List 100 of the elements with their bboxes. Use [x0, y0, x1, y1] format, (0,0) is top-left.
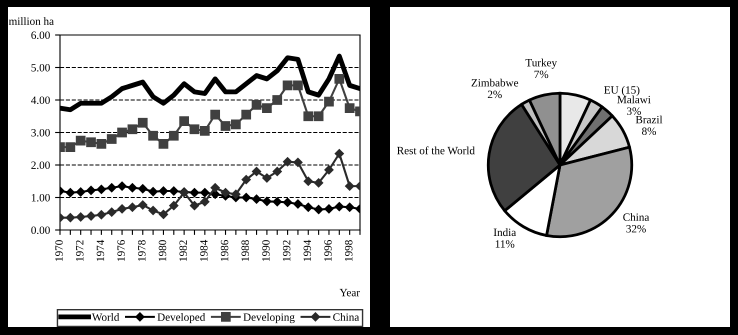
point: [324, 96, 334, 106]
point: [334, 202, 344, 212]
x-tick-label: 1986: [220, 240, 228, 261]
point: [148, 206, 158, 216]
y-tick-label: 6.00: [31, 31, 50, 40]
point: [210, 110, 220, 120]
point: [252, 100, 262, 110]
point: [304, 202, 313, 212]
slice-label: Turkey: [526, 58, 558, 69]
slice-label: Malawi: [617, 95, 651, 104]
point: [345, 202, 354, 212]
x-axis-title: Year: [340, 288, 360, 296]
point: [220, 121, 230, 131]
point: [282, 198, 292, 207]
x-tick-label: 1980: [158, 240, 166, 261]
point: [252, 194, 262, 204]
point: [200, 188, 210, 198]
y-tick-label: 3.00: [31, 128, 50, 137]
y-axis-title: million ha: [8, 17, 54, 25]
data-label: 8%: [642, 128, 656, 136]
point: [262, 196, 272, 206]
x-tick-label: 1976: [117, 240, 125, 261]
x-tick-label: 1978: [138, 240, 146, 261]
point: [334, 149, 344, 158]
point: [241, 110, 252, 120]
slice-label: EU (15): [604, 86, 640, 96]
point: [314, 178, 324, 188]
legend-label: Developing: [243, 313, 295, 324]
x-tick-label: 1994: [304, 240, 312, 261]
y-tick-label: 2.00: [31, 161, 50, 170]
point: [96, 139, 106, 149]
point: [66, 213, 75, 222]
y-tick-label: 1.00: [32, 194, 50, 202]
point: [190, 188, 200, 198]
point: [314, 111, 324, 122]
point: [158, 210, 168, 220]
x-tick-label: 1972: [76, 240, 84, 261]
slice-label: India: [494, 228, 516, 236]
point: [293, 80, 303, 90]
point: [128, 183, 138, 192]
x-tick-label: 1990: [262, 240, 270, 261]
point: [200, 126, 210, 136]
point: [117, 128, 127, 138]
data-label: 7%: [534, 70, 548, 78]
legend-label: Developed: [157, 313, 206, 324]
x-tick-label: 1988: [241, 240, 249, 261]
point: [96, 210, 106, 220]
data-label: 11%: [496, 240, 514, 248]
y-tick-label: 0.00: [31, 226, 50, 234]
legend-label: China: [333, 313, 360, 321]
point: [169, 201, 178, 210]
slice-label: Rest of the World: [397, 146, 475, 154]
legend-label: World: [92, 313, 120, 321]
point: [76, 136, 86, 146]
point: [303, 111, 314, 122]
point: [106, 134, 117, 144]
point: [169, 186, 178, 196]
point: [148, 130, 158, 141]
x-tick-label: 1974: [96, 240, 104, 261]
x-tick-label: 1970: [55, 240, 63, 261]
data-label: 3%: [627, 107, 641, 115]
point: [128, 124, 138, 134]
point: [107, 208, 116, 217]
point: [107, 183, 116, 192]
point: [179, 116, 189, 126]
x-tick-label: 1982: [179, 240, 187, 261]
x-tick-label: 1998: [344, 240, 352, 261]
point: [117, 204, 127, 214]
point: [334, 74, 344, 84]
point: [272, 197, 282, 206]
point: [304, 176, 313, 186]
point: [262, 173, 272, 183]
point: [344, 103, 355, 113]
point: [242, 192, 251, 202]
point: [65, 142, 76, 152]
y-tick-label: 4.00: [31, 96, 50, 104]
point: [190, 124, 200, 134]
point: [242, 175, 251, 184]
point: [138, 118, 148, 128]
point: [220, 188, 230, 198]
point: [86, 211, 96, 221]
point: [200, 197, 210, 206]
point: [168, 130, 179, 141]
point: [272, 166, 282, 176]
point: [210, 183, 220, 192]
point: [282, 157, 292, 166]
y-tick-label: 5.00: [31, 64, 50, 72]
point: [262, 103, 272, 113]
point: [158, 186, 168, 196]
point: [324, 165, 334, 174]
point: [138, 184, 148, 194]
x-tick-label: 1996: [324, 240, 332, 261]
point: [96, 184, 106, 194]
point: [293, 199, 303, 209]
point: [272, 95, 282, 105]
x-tick-label: 1992: [282, 240, 290, 261]
point: [158, 139, 168, 149]
point: [231, 190, 240, 199]
point: [293, 158, 303, 168]
slice-label: Zimbabwe: [472, 78, 518, 87]
